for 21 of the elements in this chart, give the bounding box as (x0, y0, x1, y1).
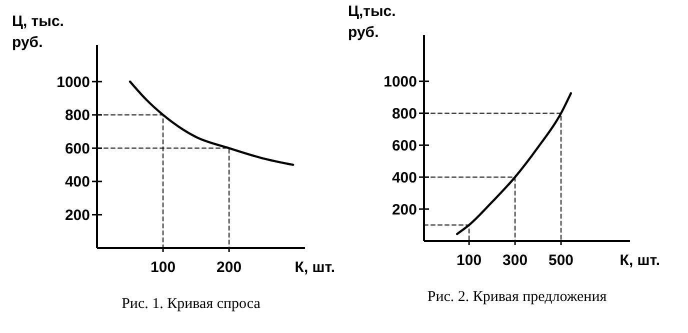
x-tick-label: 100 (150, 259, 176, 276)
x-tick-label: 500 (548, 252, 574, 269)
y-tick-label: 600 (392, 137, 417, 154)
y-tick-label: 200 (64, 206, 90, 224)
y-tick-label: 600 (64, 140, 90, 158)
x-tick-label: 200 (216, 259, 242, 276)
text: Рис. 1. Кривая спроса (122, 296, 261, 312)
x-axis-title: К, шт. (620, 252, 660, 269)
text: Рис. 2. Кривая предложения (427, 289, 607, 305)
x-tick-label: 100 (456, 252, 482, 269)
y-tick-label: 1000 (56, 74, 90, 91)
x-axis-title: К, шт. (294, 259, 335, 276)
y-axis-title: Ц, тыс. руб. (12, 13, 64, 51)
y-tick-label: 200 (392, 201, 417, 218)
y-tick-label: 800 (392, 106, 417, 122)
x-tick-label: 300 (502, 252, 528, 269)
y-tick-label: 400 (64, 174, 90, 191)
y-tick-label: 1000 (384, 74, 417, 91)
y-tick-label: 400 (392, 169, 417, 186)
y-axis-title: Ц,тыс. руб. (348, 3, 396, 41)
y-tick-label: 800 (64, 107, 90, 124)
